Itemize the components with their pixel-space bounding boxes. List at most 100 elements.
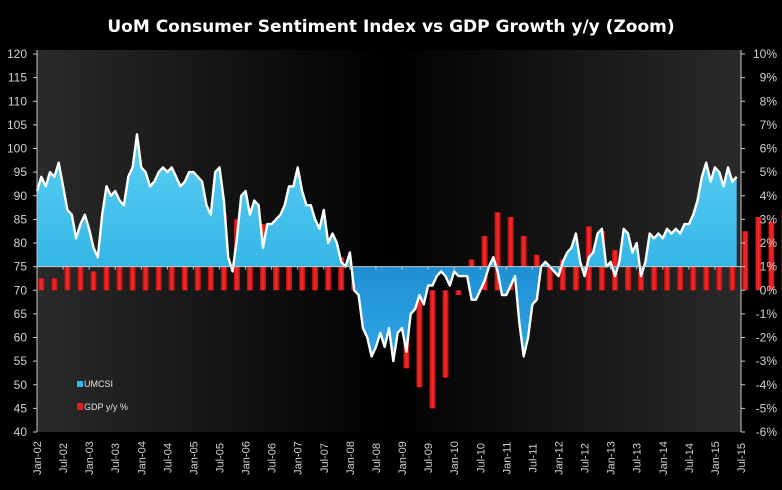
x-tick-label: Jan-07 bbox=[293, 441, 305, 475]
x-tick-label: Jul-09 bbox=[423, 443, 435, 473]
gdp-bar bbox=[299, 252, 306, 291]
gdp-bar bbox=[481, 235, 488, 291]
right-tick-label: -1% bbox=[756, 307, 778, 321]
right-tick-label: 9% bbox=[760, 71, 778, 85]
left-tick-label: 60 bbox=[14, 331, 28, 345]
left-tick-label: 55 bbox=[14, 354, 28, 368]
gdp-bar bbox=[455, 290, 462, 295]
right-tick-label: -3% bbox=[756, 354, 778, 368]
gdp-bar bbox=[338, 257, 345, 291]
right-tick-label: 0% bbox=[760, 283, 778, 297]
left-tick-label: 50 bbox=[14, 378, 28, 392]
x-tick-label: Jul-12 bbox=[580, 443, 592, 473]
left-tick-label: 95 bbox=[14, 165, 28, 179]
gdp-bar bbox=[103, 264, 110, 291]
right-tick-label: 7% bbox=[760, 118, 778, 132]
x-tick-label: Jan-13 bbox=[606, 441, 618, 475]
x-tick-label: Jul-07 bbox=[319, 443, 331, 473]
tick-labels: 120 115 110 105 100 95 90 85 80 75 70 65 60 55 50 45 40 1… bbox=[7, 47, 777, 475]
legend-label-gdp: GDP y/y % bbox=[84, 402, 128, 412]
x-tick-label: Jul-06 bbox=[267, 443, 279, 473]
legend-swatch-umcsi bbox=[77, 381, 83, 387]
chart-title: UoM Consumer Sentiment Index vs GDP Grow… bbox=[107, 17, 674, 37]
right-tick-label: 3% bbox=[760, 212, 778, 226]
x-tick-label: Jan-04 bbox=[136, 441, 148, 475]
gdp-bar bbox=[755, 217, 762, 291]
gdp-bar bbox=[416, 290, 423, 388]
left-tick-label: 90 bbox=[14, 189, 28, 203]
right-tick-label: -5% bbox=[756, 401, 778, 415]
right-tick-label: -2% bbox=[756, 331, 778, 345]
left-tick-label: 110 bbox=[8, 94, 27, 108]
x-tick-label: Jan-05 bbox=[188, 441, 200, 475]
left-tick-label: 45 bbox=[14, 401, 28, 415]
gdp-bar bbox=[625, 264, 631, 291]
right-tick-label: 4% bbox=[760, 189, 778, 203]
gdp-bar bbox=[742, 231, 749, 291]
gdp-bar bbox=[664, 252, 671, 291]
x-tick-label: Jul-02 bbox=[58, 443, 70, 473]
x-tick-label: Jan-10 bbox=[449, 441, 461, 475]
gdp-bar bbox=[77, 264, 84, 291]
x-tick-label: Jan-11 bbox=[501, 442, 513, 475]
right-tick-label: -4% bbox=[756, 378, 778, 392]
gdp-bar bbox=[312, 264, 319, 291]
left-tick-label: 100 bbox=[7, 142, 27, 156]
left-tick-label: 80 bbox=[14, 236, 28, 250]
x-tick-label: Jul-05 bbox=[215, 443, 227, 473]
left-tick-label: 120 bbox=[7, 47, 27, 61]
right-tick-label: -6% bbox=[756, 425, 778, 439]
x-tick-label: Jan-15 bbox=[710, 441, 722, 475]
umcsi-area bbox=[35, 133, 738, 363]
x-tick-label: Jan-09 bbox=[397, 441, 409, 475]
x-tick-label: Jul-03 bbox=[110, 443, 122, 473]
gdp-bar bbox=[38, 278, 45, 291]
gdp-bar bbox=[507, 217, 514, 291]
x-tick-label: Jan-08 bbox=[345, 441, 357, 475]
legend-label-umcsi: UMCSI bbox=[84, 379, 113, 389]
gdp-bar bbox=[90, 271, 97, 291]
legend: UMCSI GDP y/y % bbox=[77, 379, 128, 412]
right-tick-label: 1% bbox=[760, 260, 778, 274]
x-tick-label: Jan-12 bbox=[553, 441, 565, 475]
right-tick-label: 6% bbox=[760, 142, 778, 156]
x-tick-label: Jul-15 bbox=[736, 443, 748, 473]
umcsi-area-above bbox=[37, 134, 737, 267]
umcsi-line bbox=[35, 133, 738, 363]
gdp-bar bbox=[494, 212, 501, 291]
legend-swatch-gdp bbox=[77, 403, 83, 410]
gdp-bar bbox=[559, 259, 566, 291]
x-tick-label: Jan-14 bbox=[658, 441, 670, 475]
axes bbox=[33, 50, 745, 433]
x-tick-label: Jul-11 bbox=[527, 443, 539, 472]
right-tick-label: 5% bbox=[760, 165, 778, 179]
x-tick-label: Jan-02 bbox=[32, 441, 44, 475]
gdp-bar bbox=[429, 290, 436, 409]
gdp-bar bbox=[651, 254, 658, 291]
x-tick-label: Jul-04 bbox=[162, 443, 174, 473]
x-tick-label: Jul-08 bbox=[371, 443, 383, 473]
left-tick-label: 70 bbox=[14, 283, 28, 297]
left-tick-label: 105 bbox=[7, 118, 27, 132]
gdp-bar bbox=[64, 247, 71, 291]
x-tick-label: Jul-10 bbox=[475, 443, 487, 473]
gdp-bar bbox=[546, 266, 553, 291]
gdp-bar bbox=[520, 235, 527, 291]
left-tick-label: 40 bbox=[14, 425, 28, 439]
right-tick-label: 10% bbox=[753, 47, 777, 61]
gdp-bar bbox=[638, 271, 644, 291]
gdp-bar bbox=[677, 247, 684, 291]
x-tick-label: Jul-14 bbox=[684, 443, 696, 473]
left-tick-label: 85 bbox=[14, 212, 28, 226]
x-tick-label: Jul-13 bbox=[632, 443, 644, 473]
gdp-bar bbox=[768, 221, 775, 291]
left-tick-label: 65 bbox=[14, 307, 28, 321]
right-tick-label: 2% bbox=[760, 236, 778, 250]
right-tick-label: 8% bbox=[760, 94, 778, 108]
gdp-bar bbox=[442, 290, 449, 378]
x-tick-label: Jan-03 bbox=[84, 441, 96, 475]
x-tick-label: Jan-06 bbox=[241, 441, 253, 475]
left-tick-label: 115 bbox=[8, 71, 27, 85]
